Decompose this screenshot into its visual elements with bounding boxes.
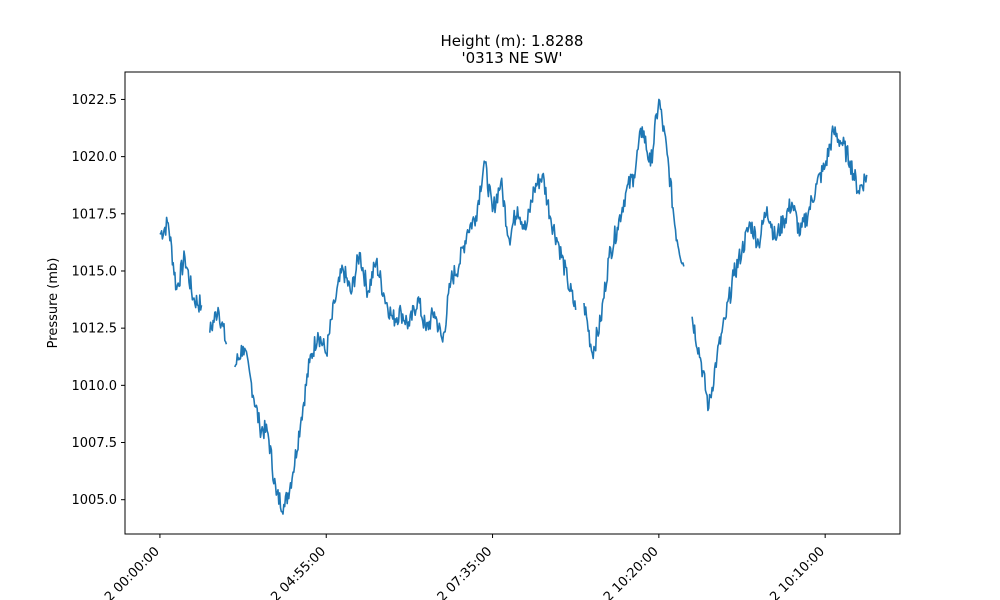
y-tick-label: 1015.0 bbox=[72, 264, 118, 279]
x-tick-label: 2 10:20:00 bbox=[601, 544, 662, 600]
y-axis: 1005.0 1007.5 1010.0 1012.5 1015.0 1017.5 1020… bbox=[72, 93, 125, 508]
plot-area bbox=[124, 71, 901, 535]
chart-title-line2: '0313 NE SW' bbox=[461, 49, 562, 67]
y-tick-label: 1005.0 bbox=[72, 493, 118, 508]
x-tick-label: 2 10:10:00 bbox=[767, 544, 828, 600]
y-tick-label: 1020.0 bbox=[72, 150, 118, 165]
y-tick-label: 1010.0 bbox=[72, 379, 118, 394]
pressure-line bbox=[159, 98, 868, 515]
y-tick-label: 1007.5 bbox=[72, 436, 118, 451]
x-tick-label: 2 07:35:00 bbox=[435, 544, 496, 600]
chart-title-line1: Height (m): 1.8288 bbox=[441, 32, 584, 50]
x-axis: 2 00:00:00 2 04:55:00 2 07:35:00 2 10:20:00… bbox=[102, 534, 828, 600]
pressure-series bbox=[159, 98, 868, 515]
y-axis-label: Pressure (mb) bbox=[46, 258, 61, 349]
y-tick-label: 1017.5 bbox=[72, 207, 118, 222]
x-tick-label: 2 04:55:00 bbox=[268, 544, 329, 600]
y-tick-label: 1022.5 bbox=[72, 93, 118, 108]
y-tick-label: 1012.5 bbox=[72, 322, 118, 337]
x-tick-label: 2 00:00:00 bbox=[102, 544, 163, 600]
